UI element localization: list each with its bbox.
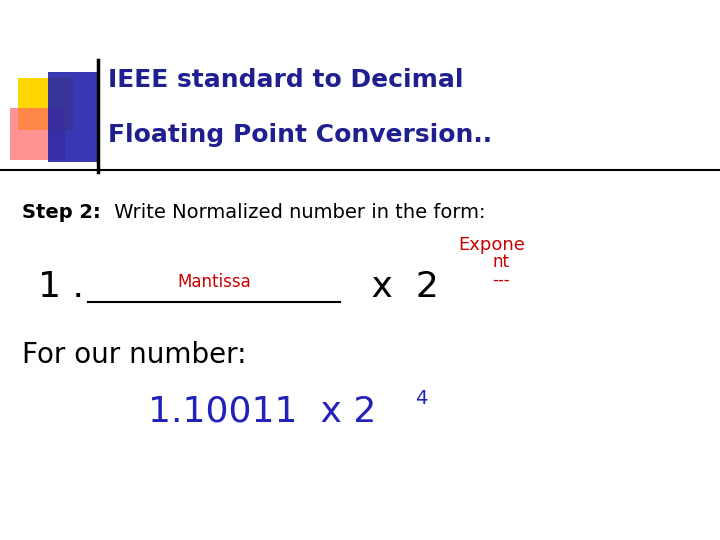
Text: nt: nt: [492, 253, 509, 271]
Bar: [10, 108, 65, 160]
Text: Mantissa: Mantissa: [177, 273, 251, 291]
Bar: [48, 72, 98, 162]
Text: ---: ---: [492, 271, 510, 289]
Text: Write Normalized number in the form:: Write Normalized number in the form:: [108, 202, 485, 221]
Text: Floating Point Conversion..: Floating Point Conversion..: [108, 123, 492, 147]
Text: 4: 4: [415, 388, 428, 408]
Text: For our number:: For our number:: [22, 341, 246, 369]
Text: Expone: Expone: [459, 236, 526, 254]
Text: IEEE standard to Decimal: IEEE standard to Decimal: [108, 68, 464, 92]
Text: Step 2:: Step 2:: [22, 202, 101, 221]
Bar: [18, 78, 73, 130]
Text: 1 .: 1 .: [38, 270, 84, 304]
Text: x  2: x 2: [360, 270, 439, 304]
Text: 1.10011  x 2: 1.10011 x 2: [148, 395, 377, 429]
